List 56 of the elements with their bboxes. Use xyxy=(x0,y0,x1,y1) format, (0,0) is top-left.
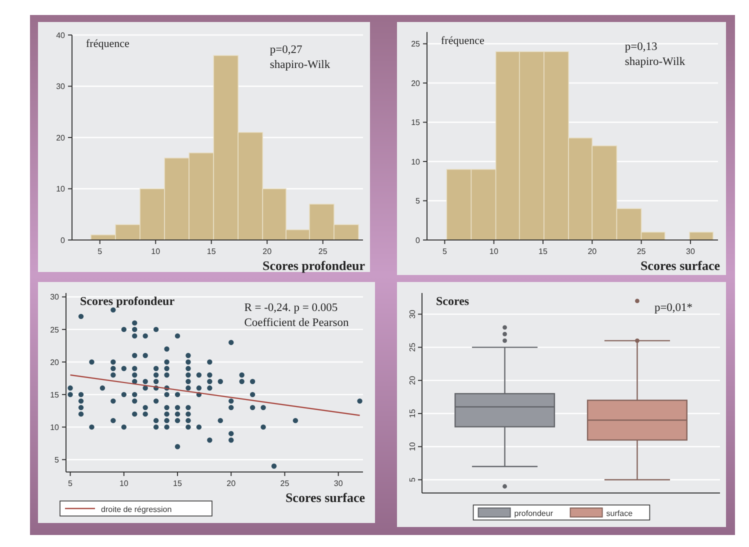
y-tick-label: 0 xyxy=(60,236,66,245)
y-tick-label: 40 xyxy=(56,30,66,40)
y-axis-title: fréquence xyxy=(86,38,130,50)
y-tick-label: 30 xyxy=(50,292,60,302)
y-axis-title: fréquence xyxy=(441,35,484,47)
y-tick-label: 20 xyxy=(56,133,66,142)
x-tick-label: 25 xyxy=(636,247,646,256)
x-axis-title: Scores profondeur xyxy=(262,258,366,273)
annotation: p=0,13 xyxy=(624,41,658,53)
y-tick-label: 10 xyxy=(50,422,60,432)
x-tick-label: 25 xyxy=(318,247,328,256)
y-tick-label: 20 xyxy=(50,358,60,367)
y-tick-label: 5 xyxy=(416,196,421,206)
y-axis-title: Scores xyxy=(436,294,470,308)
x-tick-label: 30 xyxy=(686,247,696,256)
y-tick-label: 30 xyxy=(56,82,66,92)
y-tick-label: 10 xyxy=(56,184,66,194)
x-tick-label: 5 xyxy=(68,479,74,488)
x-tick-label: 10 xyxy=(489,247,499,256)
annotation: shapiro-Wilk xyxy=(270,59,330,71)
annotation: p=0,27 xyxy=(270,44,302,56)
x-tick-label: 10 xyxy=(151,247,161,256)
y-tick-label: 30 xyxy=(408,309,417,319)
x-tick-label: 20 xyxy=(226,479,236,488)
annotation: p=0,01* xyxy=(654,302,693,314)
annotation: R = -0,24. p = 0.005 xyxy=(244,302,338,314)
x-axis-title: Scores surface xyxy=(285,490,366,505)
y-tick-label: 20 xyxy=(411,78,421,88)
y-tick-label: 10 xyxy=(408,442,417,452)
annotation: shapiro-Wilk xyxy=(624,56,686,68)
y-tick-label: 10 xyxy=(411,157,421,166)
x-tick-label: 15 xyxy=(206,247,216,256)
x-axis-title: Scores surface xyxy=(640,258,720,273)
x-tick-label: 5 xyxy=(98,247,103,256)
y-tick-label: 25 xyxy=(50,325,60,334)
x-tick-label: 20 xyxy=(262,247,272,256)
x-tick-label: 30 xyxy=(334,479,344,488)
x-tick-label: 5 xyxy=(442,247,448,256)
y-tick-label: 25 xyxy=(411,40,421,49)
legend-label: droite de régression xyxy=(101,505,172,514)
x-tick-label: 15 xyxy=(173,479,183,488)
x-tick-label: 10 xyxy=(119,479,129,488)
y-tick-label: 5 xyxy=(54,455,60,464)
y-axis-title: Scores profondeur xyxy=(80,294,176,308)
legend-label: surface xyxy=(606,509,634,518)
x-tick-label: 20 xyxy=(588,247,598,256)
y-tick-label: 0 xyxy=(416,236,421,245)
y-tick-label: 20 xyxy=(408,375,417,385)
legend-label: profondeur xyxy=(514,509,554,518)
y-tick-label: 25 xyxy=(408,342,417,352)
annotation: Coefficient de Pearson xyxy=(244,317,349,329)
x-tick-label: 25 xyxy=(280,479,290,488)
y-tick-label: 15 xyxy=(408,408,417,418)
y-tick-label: 15 xyxy=(50,390,60,400)
x-tick-label: 15 xyxy=(538,247,548,256)
y-tick-label: 15 xyxy=(411,118,421,128)
